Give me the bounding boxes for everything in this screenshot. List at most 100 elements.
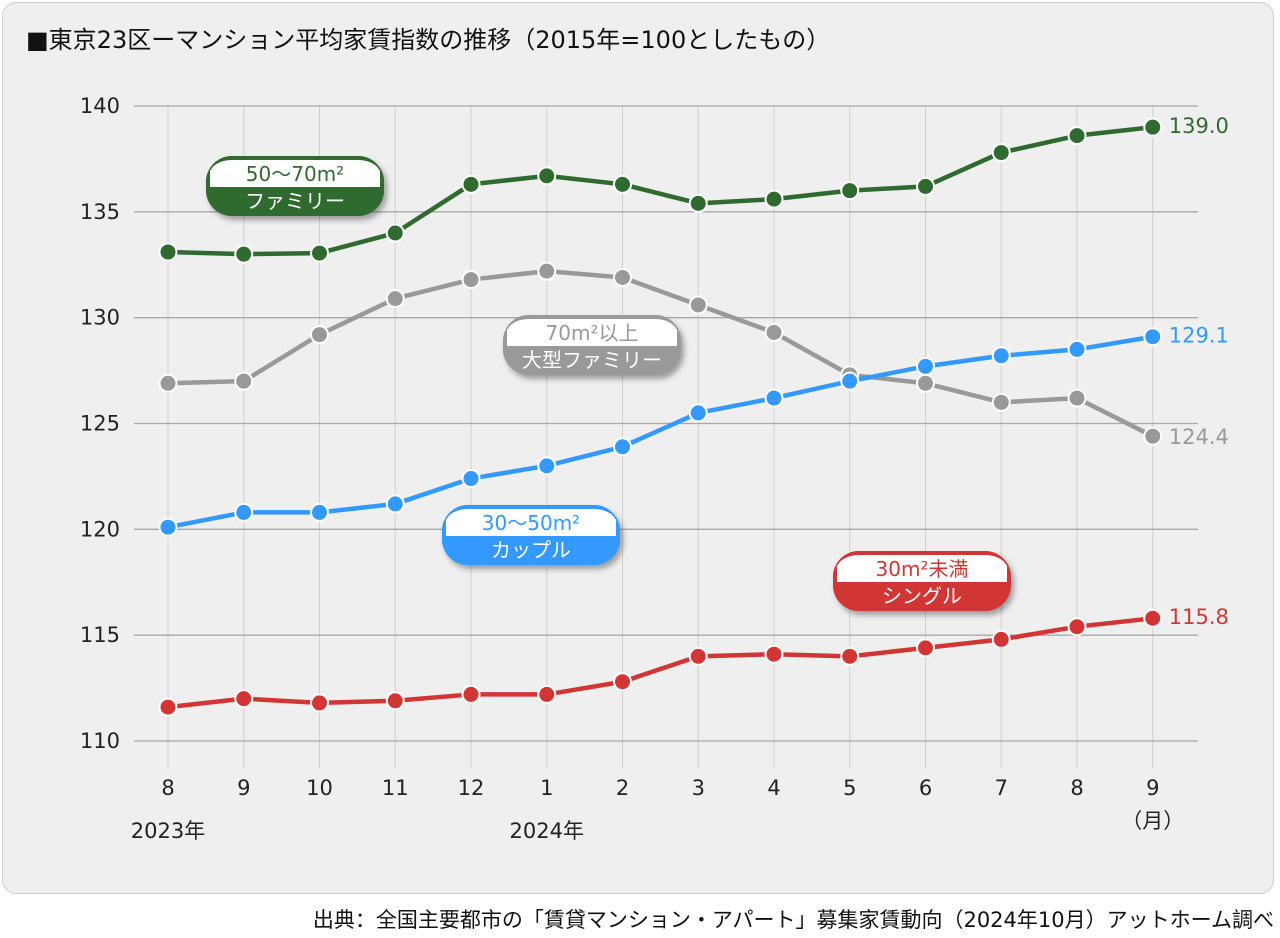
series-line	[167, 334, 1154, 530]
data-point	[234, 371, 254, 391]
data-point	[461, 684, 481, 704]
data-point	[310, 325, 329, 345]
x-tick-label: 10	[306, 776, 333, 800]
y-tick-label: 120	[80, 517, 120, 541]
data-point	[764, 322, 784, 342]
badge-body	[503, 315, 681, 375]
y-tick-label: 115	[80, 623, 120, 647]
y-tick-label: 135	[80, 200, 120, 224]
y-tick-label: 140	[80, 94, 120, 118]
badge-title: 70m²以上	[546, 321, 639, 345]
y-tick-label: 130	[80, 306, 120, 330]
y-tick-label: 110	[80, 729, 120, 753]
x-tick-label: 4	[767, 776, 780, 800]
x-tick-label: 6	[919, 776, 932, 800]
badge-top-fill	[837, 565, 1007, 582]
series-group: 139.0	[158, 114, 1229, 264]
x-tick-label: 9	[1146, 776, 1159, 800]
badge-body	[206, 156, 384, 216]
data-point	[234, 502, 254, 522]
data-point	[461, 174, 481, 194]
data-point	[537, 684, 557, 704]
data-point	[1067, 339, 1087, 359]
data-point	[310, 502, 329, 522]
data-point	[537, 456, 557, 476]
data-point	[613, 672, 632, 692]
badge-title: 30m²未満	[876, 557, 969, 581]
data-point	[991, 629, 1011, 649]
data-point	[991, 392, 1011, 412]
data-point	[1067, 388, 1087, 408]
series-group: 124.4	[158, 261, 1229, 449]
series-group: 115.8	[158, 605, 1229, 717]
badge-body	[833, 551, 1011, 611]
x-tick-label: 12	[458, 776, 485, 800]
data-point	[158, 697, 178, 717]
data-point	[461, 270, 481, 290]
series-group: 129.1	[158, 324, 1229, 537]
data-point	[385, 494, 405, 514]
x-tick-label: 11	[382, 776, 409, 800]
data-point	[840, 181, 860, 201]
data-point	[840, 646, 860, 666]
chart-panel	[2, 2, 1274, 894]
x-tick-label: 8	[1070, 776, 1083, 800]
badge-title: 50〜70m²	[246, 162, 344, 186]
end-value-label: 115.8	[1169, 605, 1229, 629]
data-point	[1067, 617, 1087, 637]
data-point	[1143, 608, 1163, 628]
end-value-label: 139.0	[1169, 114, 1229, 138]
data-point	[385, 691, 405, 711]
series-line	[167, 124, 1153, 257]
y-tick-label: 125	[80, 412, 120, 436]
year-label: 2024年	[510, 819, 584, 843]
badge-top-fill	[210, 170, 380, 187]
badge-subtitle: 大型ファミリー	[522, 348, 662, 372]
badge-subtitle: カップル	[491, 538, 571, 562]
data-point	[158, 242, 178, 262]
data-point	[385, 289, 405, 309]
data-point	[688, 193, 708, 213]
data-point	[537, 261, 557, 281]
data-point	[764, 644, 784, 664]
data-point	[537, 166, 557, 186]
data-point	[234, 244, 254, 264]
data-point	[1143, 117, 1163, 137]
data-point	[310, 693, 329, 713]
badge-subtitle: ファミリー	[245, 189, 345, 213]
data-point	[1143, 327, 1163, 347]
data-point	[688, 646, 708, 666]
series-line	[167, 268, 1154, 439]
data-point	[613, 437, 632, 457]
data-point	[461, 469, 481, 489]
chart-title: ■東京23区ーマンション平均家賃指数の推移（2015年=100としたもの）	[26, 26, 831, 54]
x-tick-label: 5	[843, 776, 856, 800]
data-point	[234, 689, 254, 709]
end-value-label: 124.4	[1169, 425, 1229, 449]
source-note: 出典：全国主要都市の「賃貸マンション・アパート」募集家賃動向（2024年10月）…	[312, 908, 1274, 932]
data-point	[916, 356, 935, 376]
badge-top-fill	[446, 519, 616, 536]
data-point	[385, 223, 405, 243]
x-tick-label: 3	[692, 776, 705, 800]
data-point	[991, 346, 1011, 366]
end-value-label: 129.1	[1169, 324, 1229, 348]
data-point	[764, 189, 784, 209]
x-tick-label: 8	[161, 776, 174, 800]
badge-body	[442, 505, 620, 565]
data-point	[1143, 426, 1163, 446]
data-point	[916, 373, 935, 393]
data-point	[1067, 126, 1087, 146]
data-point	[840, 371, 860, 391]
series-badge: 30〜50m² カップル	[442, 505, 620, 565]
data-point	[613, 267, 632, 287]
data-point	[310, 243, 329, 263]
data-point	[688, 403, 708, 423]
data-point	[764, 388, 784, 408]
data-point	[916, 176, 935, 196]
x-unit-label: （月）	[1121, 809, 1184, 833]
x-tick-label: 7	[995, 776, 1008, 800]
x-tick-label: 9	[237, 776, 250, 800]
data-point	[158, 373, 178, 393]
